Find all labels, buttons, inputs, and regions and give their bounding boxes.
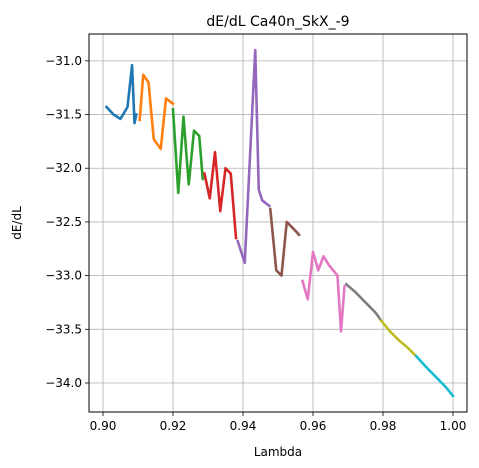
y-tick-label: −32.0 [45,161,82,175]
plot-area [89,34,467,412]
x-tick-label: 0.98 [370,419,397,433]
series-line-9 [379,318,419,358]
series-line-2 [138,73,175,151]
chart-title: dE/dL Ca40n_SkX_-9 [206,14,349,30]
y-tick-label: −31.0 [45,54,82,68]
y-tick-label: −31.5 [45,108,82,122]
series-line-7 [300,250,346,333]
series-line-3 [171,107,205,195]
series-layer [104,48,455,398]
y-tick-label: −33.0 [45,269,82,283]
series-line-5 [236,48,272,265]
x-tick-label: 0.92 [160,419,187,433]
y-tick-label: −34.0 [45,376,82,390]
x-tick-label: 0.96 [300,419,327,433]
y-tick-label: −32.5 [45,215,82,229]
series-line-10 [414,354,455,398]
x-tick-label: 0.94 [230,419,257,433]
y-tick-label: −33.5 [45,322,82,336]
plot-frame [88,33,468,413]
x-tick-label: 0.90 [90,419,117,433]
x-axis-label: Lambda [254,445,302,459]
x-tick-label: 1.00 [440,419,467,433]
series-line-8 [344,282,384,323]
x-axis: 0.90 0.92 0.94 0.96 0.98 1.00 [90,412,467,433]
series-line-1 [104,63,138,125]
series-line-6 [268,207,301,277]
series-line-4 [202,150,238,240]
y-axis-label: dE/dL [10,206,24,240]
y-axis: −31.0 −31.5 −32.0 −32.5 −33.0 −33.5 −34.0 [45,54,89,390]
